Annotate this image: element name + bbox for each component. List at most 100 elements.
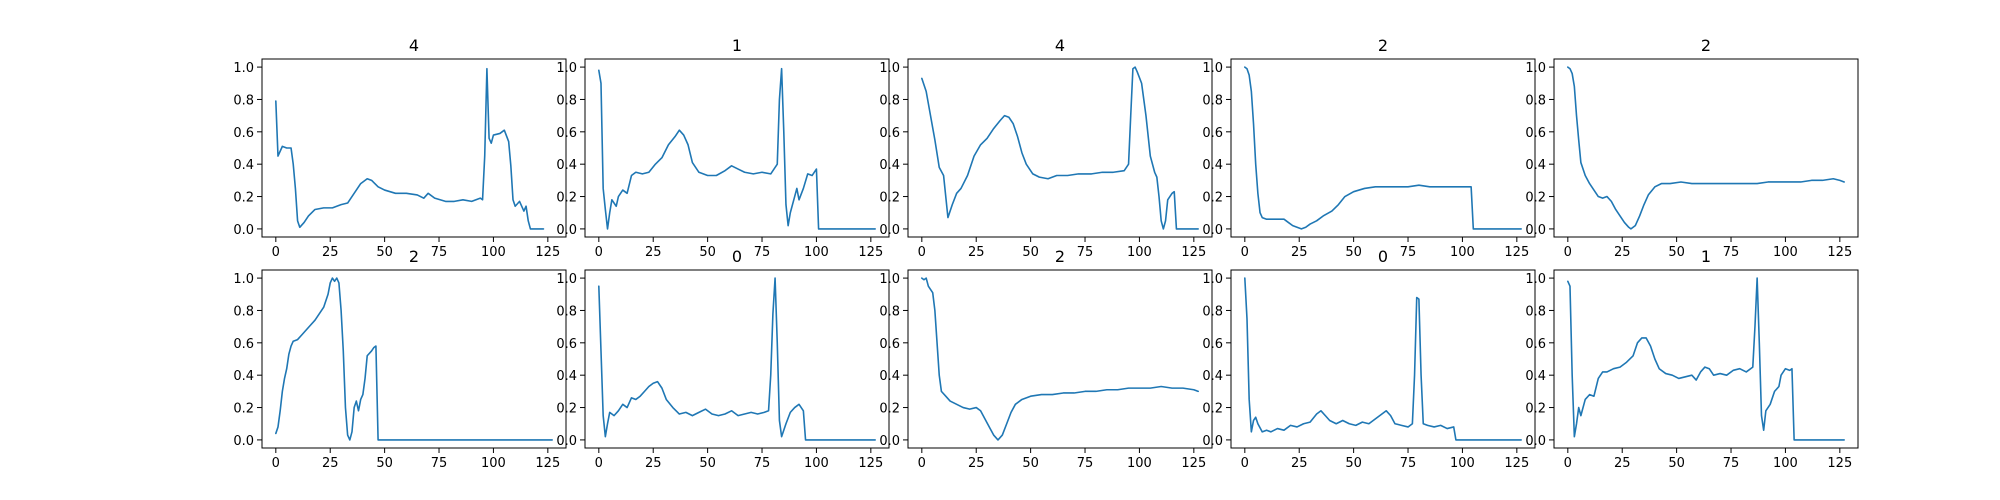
x-tick-label: 75 — [1077, 245, 1094, 260]
y-tick-label: 0.4 — [233, 158, 254, 173]
x-tick-label: 0 — [918, 456, 926, 471]
x-tick-label: 125 — [1181, 245, 1206, 260]
x-tick-label: 50 — [1668, 456, 1685, 471]
subplot-title: 2 — [1378, 36, 1388, 55]
x-tick-label: 100 — [804, 245, 829, 260]
y-tick-label: 1.0 — [1202, 272, 1223, 287]
y-tick-label: 0.8 — [556, 304, 577, 319]
x-tick-label: 50 — [376, 456, 393, 471]
series-line — [1244, 66, 1522, 230]
series-line — [598, 67, 876, 230]
x-tick-label: 75 — [1723, 456, 1740, 471]
x-tick-label: 75 — [1723, 245, 1740, 260]
y-tick-label: 0.2 — [1525, 402, 1546, 417]
y-tick-label: 1.0 — [879, 61, 900, 76]
y-tick-label: 0.8 — [1202, 93, 1223, 108]
x-tick-label: 125 — [1504, 245, 1529, 260]
y-tick-label: 0.4 — [1525, 158, 1546, 173]
subplot-title: 1 — [732, 36, 742, 55]
subplot-9: 0 0 25 50 75 100 125 0.0 0.2 0.4 0.6 0.8 1.0 — [1202, 247, 1536, 471]
y-tick-label: 0.8 — [1202, 304, 1223, 319]
x-tick-label: 75 — [1400, 456, 1417, 471]
x-tick-label: 75 — [1077, 456, 1094, 471]
y-tick-label: 0.6 — [1525, 126, 1546, 141]
x-tick-label: 0 — [1241, 245, 1249, 260]
series-line — [921, 277, 1199, 441]
x-tick-label: 25 — [968, 245, 985, 260]
x-tick-label: 100 — [1773, 245, 1798, 260]
y-tick-label: 0.6 — [556, 126, 577, 141]
y-tick-label: 0.0 — [233, 434, 254, 449]
y-tick-label: 0.8 — [233, 304, 254, 319]
x-tick-label: 50 — [1345, 456, 1362, 471]
y-tick-label: 0.6 — [1202, 126, 1223, 141]
y-tick-label: 0.4 — [556, 369, 577, 384]
x-tick-label: 25 — [968, 456, 985, 471]
y-tick-label: 1.0 — [1202, 61, 1223, 76]
y-tick-label: 0.0 — [1525, 223, 1546, 238]
subplot-title: 4 — [409, 36, 419, 55]
y-tick-label: 0.8 — [879, 304, 900, 319]
series-line — [1567, 66, 1845, 230]
x-tick-label: 125 — [535, 245, 560, 260]
x-tick-label: 50 — [376, 245, 393, 260]
y-tick-label: 0.8 — [879, 93, 900, 108]
y-tick-label: 1.0 — [556, 272, 577, 287]
y-tick-label: 1.0 — [233, 61, 254, 76]
x-tick-label: 100 — [1127, 456, 1152, 471]
y-tick-label: 1.0 — [556, 61, 577, 76]
axes-frame — [261, 58, 567, 238]
x-tick-label: 25 — [322, 456, 339, 471]
subplot-title: 2 — [1055, 247, 1065, 266]
x-tick-label: 125 — [858, 456, 883, 471]
series-line — [921, 66, 1199, 230]
x-tick-label: 125 — [1827, 245, 1852, 260]
x-tick-label: 75 — [431, 245, 448, 260]
x-tick-label: 100 — [481, 245, 506, 260]
y-tick-label: 0.0 — [879, 434, 900, 449]
y-tick-label: 0.6 — [879, 126, 900, 141]
x-tick-label: 0 — [272, 245, 280, 260]
x-tick-label: 25 — [645, 245, 662, 260]
subplot-title: 2 — [409, 247, 419, 266]
x-tick-label: 75 — [1400, 245, 1417, 260]
y-tick-label: 0.8 — [556, 93, 577, 108]
y-tick-label: 0.4 — [879, 158, 900, 173]
subplot-8: 2 0 25 50 75 100 125 0.0 0.2 0.4 0.6 0.8 1.0 — [879, 247, 1213, 471]
y-tick-label: 0.2 — [1202, 191, 1223, 206]
y-tick-label: 0.2 — [879, 402, 900, 417]
subplot-title: 2 — [1701, 36, 1711, 55]
subplot-title: 0 — [732, 247, 742, 266]
y-tick-label: 0.2 — [233, 402, 254, 417]
subplot-title: 1 — [1701, 247, 1711, 266]
y-tick-label: 0.6 — [1202, 337, 1223, 352]
x-tick-label: 75 — [431, 456, 448, 471]
y-tick-label: 0.0 — [556, 434, 577, 449]
x-tick-label: 25 — [322, 245, 339, 260]
y-tick-label: 1.0 — [233, 272, 254, 287]
y-tick-label: 0.4 — [233, 369, 254, 384]
x-tick-label: 125 — [1181, 456, 1206, 471]
x-tick-label: 0 — [1241, 456, 1249, 471]
axes-frame — [1553, 58, 1859, 238]
x-tick-label: 0 — [918, 245, 926, 260]
axes-frame — [584, 58, 890, 238]
x-tick-label: 50 — [1022, 245, 1039, 260]
y-tick-label: 0.8 — [1525, 93, 1546, 108]
y-tick-label: 0.0 — [1202, 223, 1223, 238]
axes-frame — [1230, 58, 1536, 238]
series-line — [1567, 277, 1845, 441]
y-tick-label: 0.8 — [233, 93, 254, 108]
axes-frame — [907, 269, 1213, 449]
y-tick-label: 0.0 — [1202, 434, 1223, 449]
y-tick-label: 1.0 — [879, 272, 900, 287]
x-tick-label: 75 — [754, 245, 771, 260]
x-tick-label: 125 — [1827, 456, 1852, 471]
y-tick-label: 0.4 — [1202, 369, 1223, 384]
y-tick-label: 0.0 — [879, 223, 900, 238]
subplot-5: 2 0 25 50 75 100 125 0.0 0.2 0.4 0.6 0.8 1.0 — [1525, 36, 1859, 260]
y-tick-label: 0.2 — [556, 402, 577, 417]
y-tick-label: 0.4 — [1202, 158, 1223, 173]
axes-frame — [907, 58, 1213, 238]
